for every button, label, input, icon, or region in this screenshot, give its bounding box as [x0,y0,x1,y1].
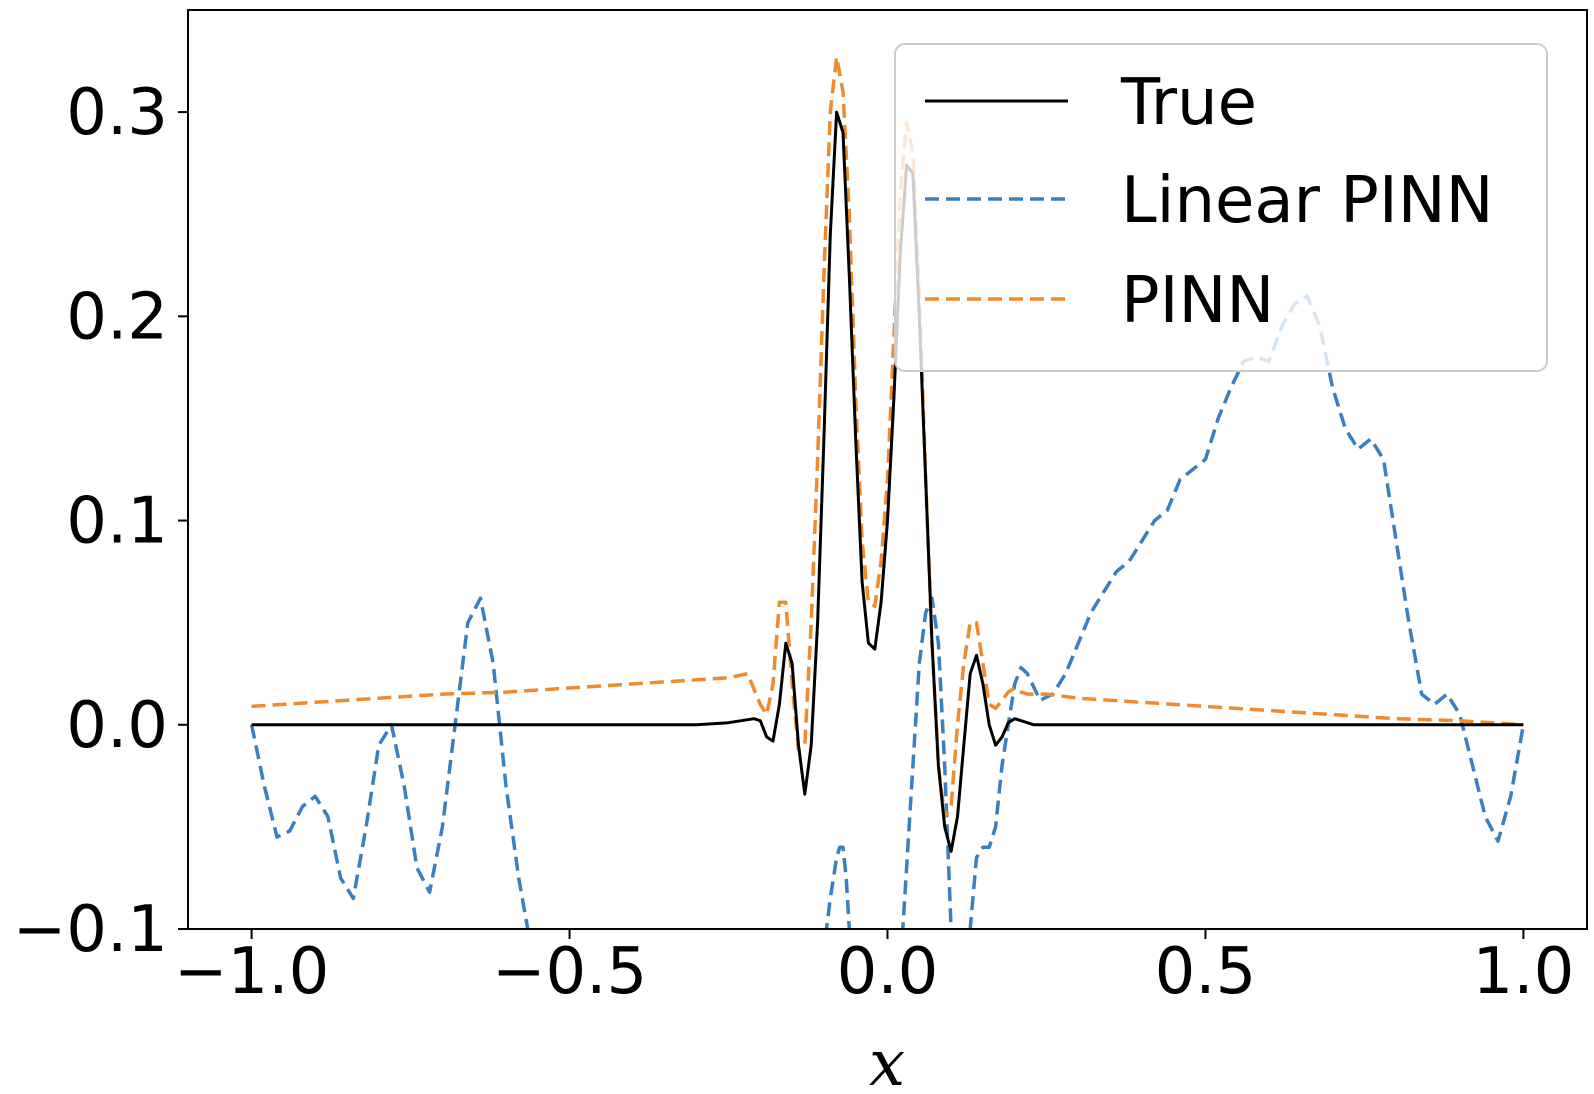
y-tick-label: 0.1 [66,485,168,559]
legend-label-true: True [1120,66,1257,140]
x-tick-label: 0.0 [837,935,939,1009]
legend-box [894,43,1548,372]
series-line-pinn [251,55,1524,819]
y-tick-label: 0.0 [66,689,168,763]
legend-label-linear-pinn: Linear PINN [1121,164,1493,238]
y-tick-label: 0.2 [66,280,168,354]
x-tick-label: −0.5 [492,935,647,1009]
legend-label-pinn: PINN [1121,264,1274,338]
series-line-linear-pinn [249,294,1526,929]
series-line-true [251,110,1524,853]
x-tick-label: 1.0 [1473,935,1575,1009]
x-axis-label: x [869,1027,905,1094]
y-axis: −0.1 0.0 0.1 0.2 0.3 [13,76,188,967]
series-layer [249,55,1526,929]
x-tick-label: −1.0 [174,935,329,1009]
x-axis: −1.0 −0.5 0.0 0.5 1.0 [174,929,1574,1009]
x-tick-label: 0.5 [1155,935,1257,1009]
y-tick-label: −0.1 [13,893,168,967]
legend: True Linear PINN PINN [894,43,1548,372]
y-tick-label: 0.3 [66,76,168,150]
